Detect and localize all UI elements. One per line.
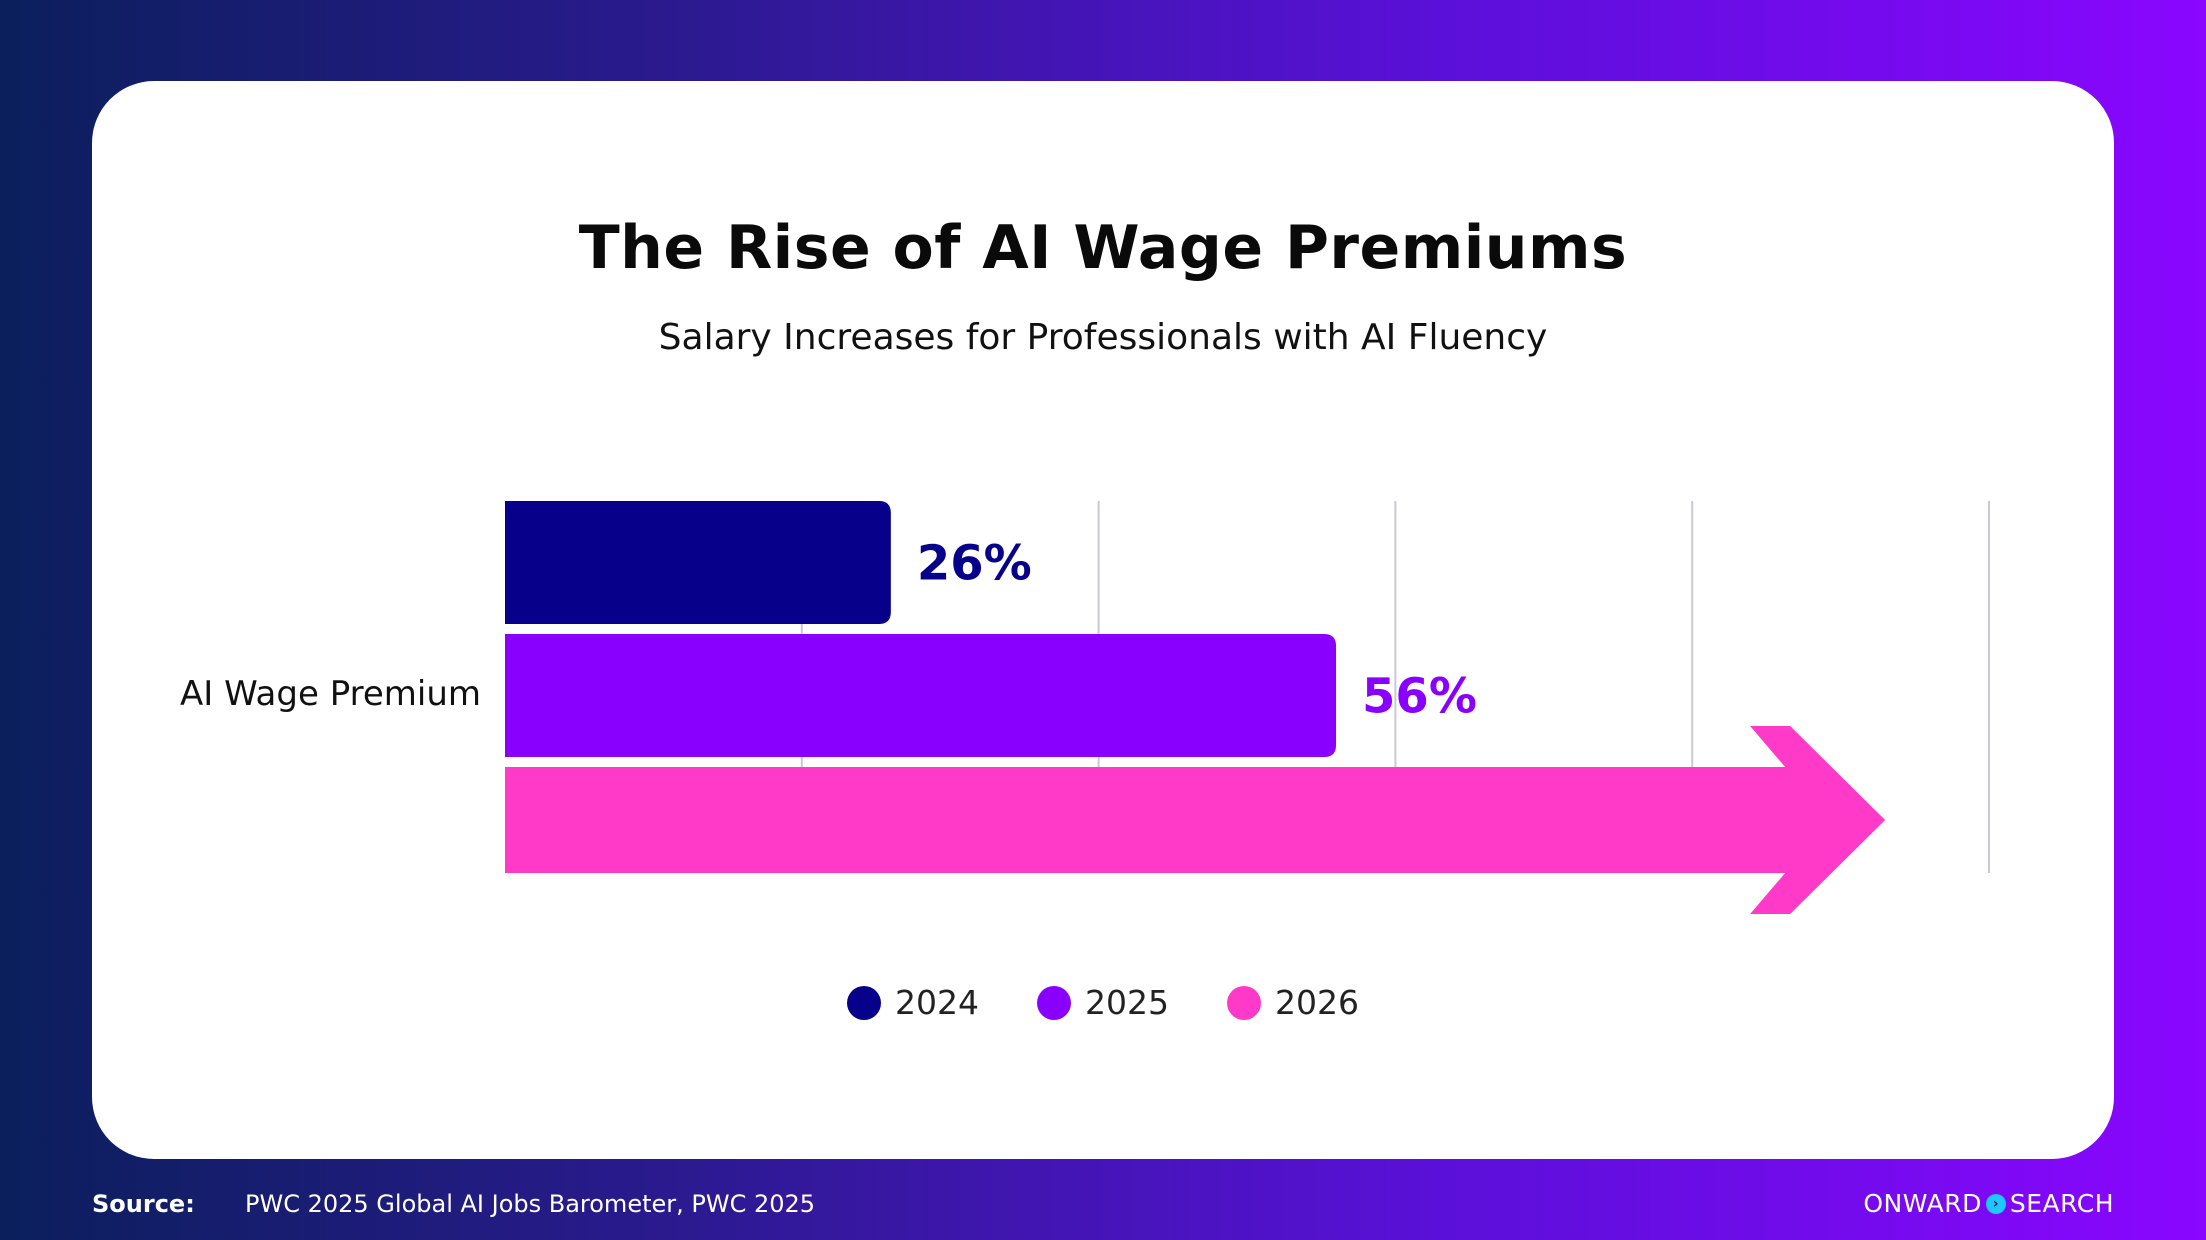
legend-label-2025: 2025 xyxy=(1085,983,1169,1022)
legend-item-2024: 2024 xyxy=(847,983,979,1022)
legend-label-2024: 2024 xyxy=(895,983,979,1022)
data-label-2024: 26% xyxy=(917,536,1032,592)
source-text: PWC 2025 Global AI Jobs Barometer, PWC 2… xyxy=(245,1190,816,1218)
legend-swatch-2026 xyxy=(1226,985,1261,1020)
data-label-2025: 56% xyxy=(1362,669,1477,725)
source-label: Source: xyxy=(92,1190,195,1218)
brand-logo-left: ONWARD xyxy=(1863,1189,1982,1218)
chevron-right-icon: › xyxy=(1985,1193,2006,1214)
chart-subtitle: Salary Increases for Professionals with … xyxy=(658,317,1548,358)
bar-2025 xyxy=(505,634,1337,757)
legend-swatch-2025 xyxy=(1037,985,1071,1020)
bar-2024 xyxy=(505,501,891,624)
brand-logo-right: SEARCH xyxy=(2009,1189,2114,1218)
legend-label-2026: 2026 xyxy=(1274,983,1359,1022)
chart-card: The Rise of AI Wage Premiums Salary Incr… xyxy=(92,81,2114,1159)
category-label: AI Wage Premium xyxy=(180,674,481,714)
legend-item-2025: 2025 xyxy=(1037,983,1169,1022)
bar-chart: AI Wage Premium 26% 56% xyxy=(180,501,1990,914)
bar-arrow-2026 xyxy=(505,726,1886,914)
legend-swatch-2024 xyxy=(847,985,882,1020)
chart-legend: 2024 2025 2026 xyxy=(92,983,2114,1022)
legend-item-2026: 2026 xyxy=(1226,983,1359,1022)
chart-title: The Rise of AI Wage Premiums xyxy=(578,213,1628,283)
brand-logo: ONWARD › SEARCH xyxy=(1863,1189,2114,1218)
